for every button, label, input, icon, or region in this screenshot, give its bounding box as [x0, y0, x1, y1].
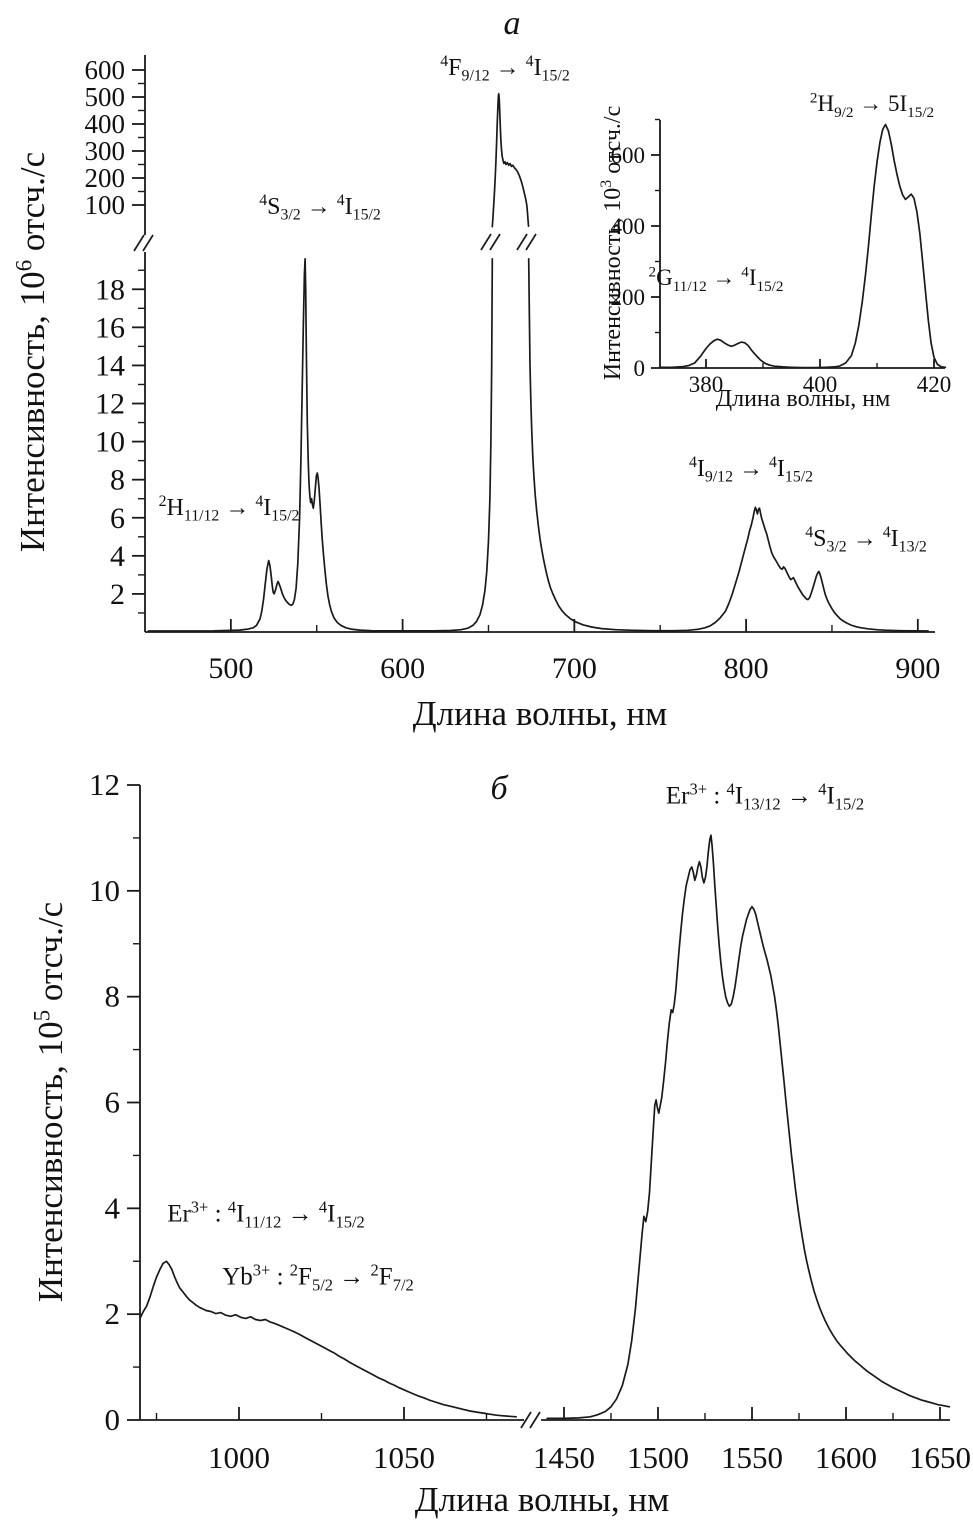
curve-break [516, 233, 528, 251]
y-tick-label: 0 [634, 356, 646, 381]
panel-b-x-axis-label: Длина волны, нм [414, 1479, 670, 1519]
y-tick-label: 14 [95, 349, 125, 382]
x-tick-label: 1600 [815, 1440, 877, 1475]
y-tick-label: 12 [89, 767, 120, 802]
y-tick-label: 2 [105, 1296, 121, 1331]
upconversion-spectrum-curve [491, 92, 530, 228]
x-tick-label: 1000 [208, 1440, 270, 1475]
y-tick-label: 0 [105, 1402, 121, 1437]
y-tick-label: 400 [611, 214, 646, 239]
panel-a-title: a [503, 5, 521, 42]
transition-label: Er3+ : 4I13/12 → 4I15/2 [665, 779, 865, 814]
transition-label: 2H11/12 → 4I15/2 [158, 492, 300, 525]
y-tick-label: 10 [89, 873, 120, 908]
curve-break [525, 233, 537, 251]
inset-x-axis-label: Длина волны, нм [715, 385, 891, 412]
x-tick-label: 1650 [909, 1440, 971, 1475]
nir-spectrum-curve [546, 834, 951, 1420]
panel-a-x-axis-label: Длина волны, нм [412, 693, 668, 733]
curve-break [480, 233, 492, 251]
y-tick-label: 2 [110, 578, 125, 611]
x-axis-break [520, 1411, 532, 1429]
transition-label: 4S3/2 → 4I13/2 [805, 523, 927, 556]
inset-y-axis-label: Интенсивность, 103 отсч./с [597, 105, 626, 381]
y-tick-label: 8 [105, 979, 121, 1014]
x-tick-label: 400 [803, 372, 838, 397]
y-tick-label: 200 [611, 285, 646, 310]
y-tick-label: 4 [110, 540, 125, 573]
y-axis-break [142, 234, 154, 252]
y-tick-label: 300 [85, 136, 126, 166]
curve-break [489, 233, 501, 251]
x-tick-label: 1500 [627, 1440, 689, 1475]
x-tick-label: 500 [208, 652, 253, 685]
x-tick-label: 600 [380, 652, 425, 685]
transition-label: 2H9/2 → 5I15/2 [809, 89, 935, 121]
y-tick-label: 4 [105, 1190, 121, 1225]
y-tick-label: 10 [95, 426, 125, 459]
transition-label: 4S3/2 → 4I15/2 [259, 191, 381, 224]
y-tick-label: 600 [611, 143, 646, 168]
y-tick-label: 500 [85, 82, 126, 112]
y-tick-label: 600 [85, 55, 126, 85]
panel-b-y-axis-label: Интенсивность, 105 отсч./с [28, 901, 71, 1303]
x-tick-label: 800 [724, 652, 769, 685]
y-tick-label: 18 [95, 273, 125, 306]
x-tick-label: 900 [895, 652, 940, 685]
transition-label: Er3+ : 4I11/12 → 4I15/2 [167, 1197, 365, 1232]
y-tick-label: 100 [85, 190, 126, 220]
y-tick-label: 8 [110, 464, 125, 497]
x-tick-label: 1450 [533, 1440, 595, 1475]
upconversion-spectrum-curve [527, 257, 929, 632]
y-tick-label: 400 [85, 109, 126, 139]
y-axis-break [133, 234, 145, 252]
transition-label: 2G11/12 → 4I15/2 [648, 263, 784, 295]
x-tick-label: 1550 [721, 1440, 783, 1475]
upconversion-spectrum-curve [147, 257, 494, 632]
y-tick-label: 6 [110, 502, 125, 535]
nir-spectrum-curve [139, 1260, 518, 1418]
x-tick-label: 700 [552, 652, 597, 685]
x-tick-label: 420 [917, 372, 952, 397]
y-tick-label: 200 [85, 163, 126, 193]
transition-label: 4I9/12 → 4I15/2 [688, 453, 814, 486]
uv-violet-spectrum-curve [659, 123, 947, 369]
x-tick-label: 1050 [373, 1440, 435, 1475]
transition-label: Yb3+ : 2F5/2 → 2F7/2 [222, 1260, 414, 1295]
panel-a-y-axis-label: Интенсивность, 106 отсч./с [10, 151, 53, 553]
panel-b-title: б [490, 770, 508, 807]
x-tick-label: 380 [689, 372, 724, 397]
y-tick-label: 16 [95, 311, 125, 344]
y-tick-label: 12 [95, 388, 125, 421]
y-tick-label: 6 [105, 1085, 121, 1120]
transition-label: 4F9/12 → 4I15/2 [440, 52, 570, 85]
x-axis-break [529, 1411, 541, 1429]
